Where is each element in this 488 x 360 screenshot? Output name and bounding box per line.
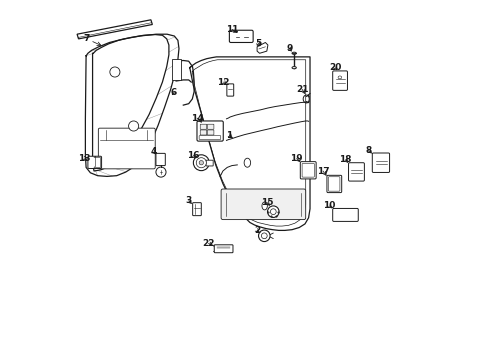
FancyBboxPatch shape [332, 71, 347, 90]
Text: 11: 11 [225, 25, 238, 34]
Circle shape [199, 161, 203, 165]
Text: 18: 18 [338, 156, 351, 164]
FancyBboxPatch shape [348, 163, 364, 181]
Text: 2: 2 [253, 226, 260, 235]
FancyBboxPatch shape [98, 128, 155, 169]
Text: 1: 1 [226, 130, 232, 139]
Ellipse shape [291, 67, 296, 69]
Polygon shape [257, 42, 267, 53]
FancyBboxPatch shape [300, 162, 316, 179]
Circle shape [110, 67, 120, 77]
Text: 21: 21 [295, 85, 308, 94]
Circle shape [267, 206, 279, 217]
Text: 8: 8 [365, 146, 371, 155]
FancyBboxPatch shape [205, 160, 213, 166]
Text: 7: 7 [83, 34, 101, 45]
FancyBboxPatch shape [88, 156, 102, 168]
Circle shape [258, 230, 269, 242]
Text: 15: 15 [260, 198, 272, 207]
Text: 9: 9 [286, 44, 292, 53]
Circle shape [156, 167, 166, 177]
FancyBboxPatch shape [328, 177, 339, 191]
FancyBboxPatch shape [207, 130, 213, 135]
Ellipse shape [244, 158, 250, 167]
FancyBboxPatch shape [214, 245, 232, 253]
Circle shape [128, 121, 139, 131]
Text: 5: 5 [255, 39, 261, 48]
Text: 22: 22 [202, 239, 214, 248]
Text: 4: 4 [150, 148, 157, 156]
FancyBboxPatch shape [197, 121, 223, 141]
Ellipse shape [291, 52, 296, 54]
FancyBboxPatch shape [221, 189, 305, 220]
Ellipse shape [262, 202, 267, 210]
Polygon shape [189, 57, 309, 230]
FancyBboxPatch shape [156, 153, 165, 166]
FancyBboxPatch shape [171, 59, 181, 80]
Circle shape [193, 155, 209, 171]
Circle shape [196, 158, 206, 168]
Text: 13: 13 [78, 154, 91, 163]
Circle shape [270, 209, 276, 215]
FancyBboxPatch shape [207, 124, 213, 129]
Polygon shape [77, 20, 152, 39]
FancyBboxPatch shape [200, 124, 206, 129]
FancyBboxPatch shape [332, 208, 358, 221]
FancyBboxPatch shape [192, 203, 201, 216]
Text: 14: 14 [190, 113, 203, 122]
Text: 20: 20 [328, 63, 341, 72]
Ellipse shape [337, 76, 341, 79]
Text: 6: 6 [170, 88, 176, 97]
FancyBboxPatch shape [200, 130, 206, 135]
FancyBboxPatch shape [326, 175, 341, 193]
FancyBboxPatch shape [229, 30, 253, 42]
Circle shape [261, 233, 266, 239]
Text: 16: 16 [187, 151, 199, 160]
FancyBboxPatch shape [371, 153, 389, 172]
FancyBboxPatch shape [226, 84, 233, 96]
FancyBboxPatch shape [302, 163, 314, 177]
Text: 12: 12 [217, 77, 229, 86]
Text: 19: 19 [290, 154, 303, 163]
FancyBboxPatch shape [199, 136, 220, 139]
Text: 17: 17 [316, 166, 328, 175]
Text: 3: 3 [185, 197, 191, 205]
Text: 10: 10 [323, 201, 335, 210]
